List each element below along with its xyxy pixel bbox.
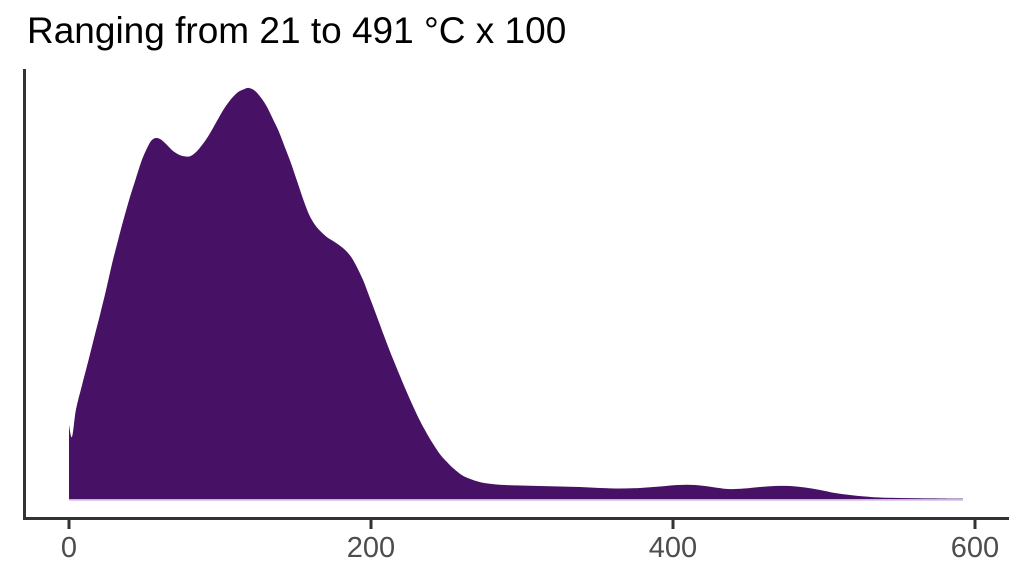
x-tick-label: 400 bbox=[648, 532, 698, 564]
x-tick-label: 600 bbox=[950, 532, 1000, 564]
x-tick-mark bbox=[671, 520, 675, 529]
x-tick-mark bbox=[369, 520, 373, 529]
x-tick-label: 200 bbox=[346, 532, 396, 564]
x-axis-line bbox=[23, 517, 1009, 520]
x-tick-label: 0 bbox=[60, 532, 78, 564]
density-area bbox=[69, 87, 963, 500]
x-axis-ticks bbox=[67, 520, 977, 529]
x-tick-mark bbox=[973, 520, 977, 529]
page-title: Ranging from 21 to 491 °C x 100 bbox=[27, 10, 567, 51]
y-axis-line bbox=[23, 69, 26, 520]
x-tick-mark bbox=[67, 520, 71, 529]
